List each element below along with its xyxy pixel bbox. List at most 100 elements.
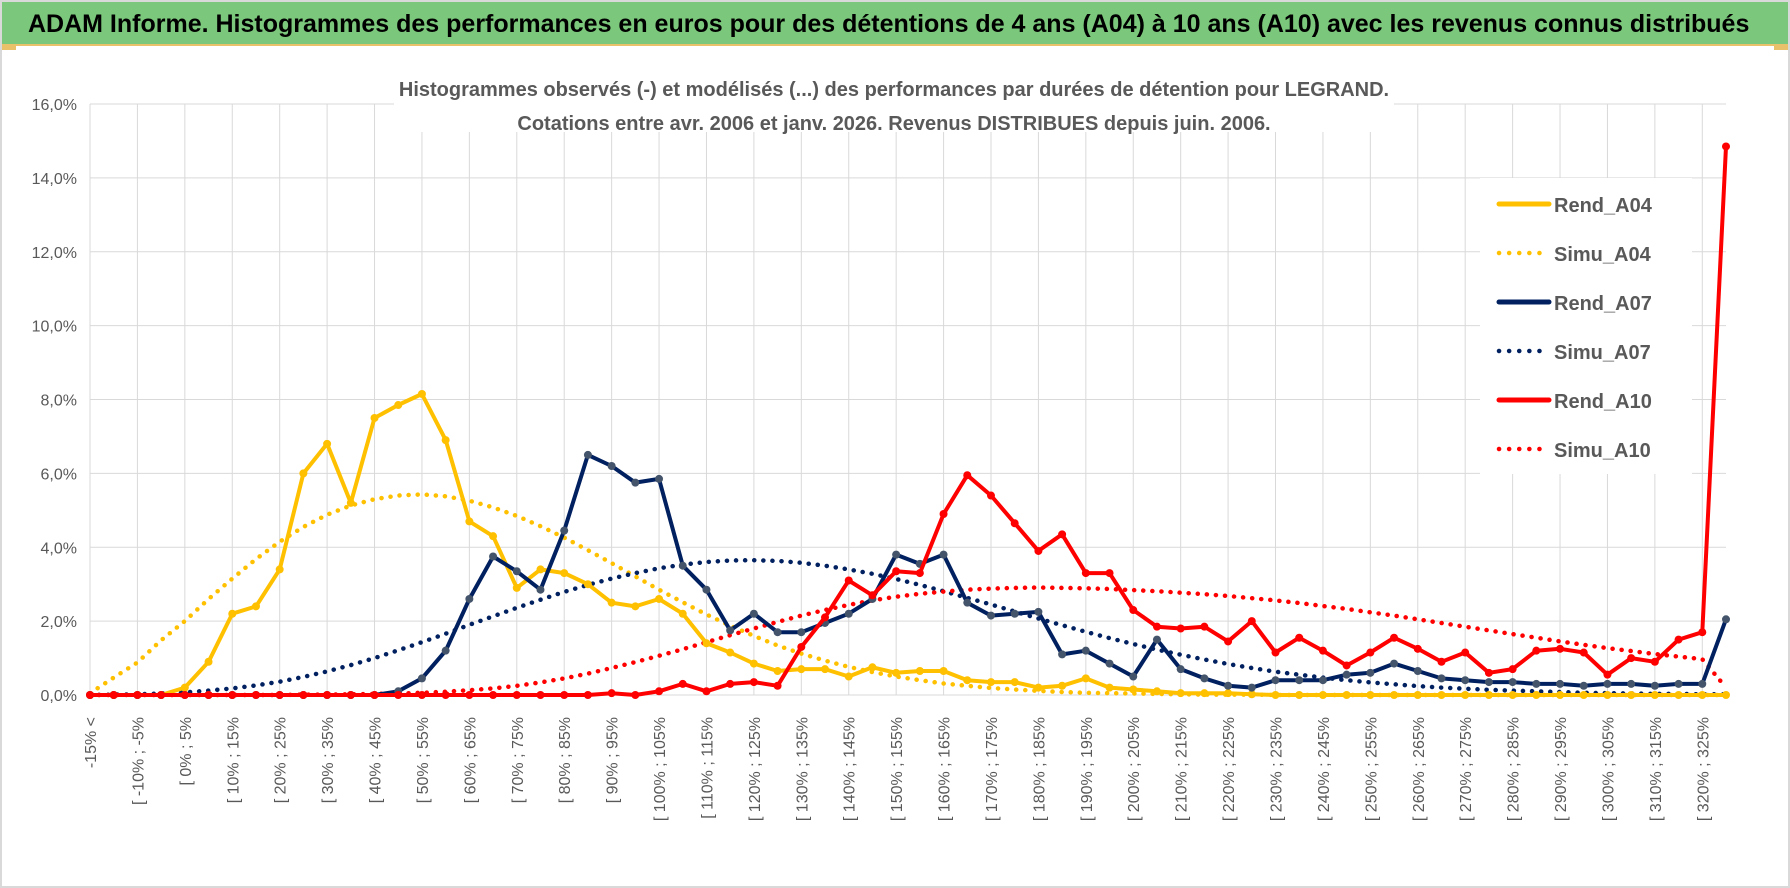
data-point bbox=[299, 691, 308, 699]
x-tick-label: [ 20% ; 25% bbox=[273, 717, 290, 803]
data-point bbox=[844, 672, 853, 681]
data-point bbox=[1437, 674, 1446, 683]
legend-label: Simu_A04 bbox=[1554, 244, 1652, 266]
data-point bbox=[1247, 683, 1256, 692]
legend-label: Simu_A10 bbox=[1554, 440, 1651, 462]
data-point bbox=[275, 565, 284, 574]
legend-item: Rend_A04 bbox=[1496, 195, 1653, 217]
data-point bbox=[1295, 676, 1304, 685]
x-tick-label: [ 320% ; 325% bbox=[1695, 717, 1712, 821]
data-point bbox=[1010, 678, 1019, 687]
data-point bbox=[1129, 672, 1138, 681]
header-title: ADAM Informe. Histogrammes des performan… bbox=[2, 2, 1788, 46]
data-point bbox=[1010, 519, 1019, 528]
data-point bbox=[1461, 648, 1470, 657]
data-point bbox=[489, 691, 498, 699]
data-point bbox=[299, 469, 308, 478]
data-point bbox=[180, 683, 189, 692]
data-point bbox=[702, 639, 711, 648]
data-point bbox=[465, 691, 474, 699]
y-tick-label: 0,0% bbox=[41, 688, 77, 705]
data-point bbox=[394, 691, 403, 699]
data-point bbox=[1413, 666, 1422, 675]
series-rend-a10 bbox=[86, 142, 1730, 699]
data-point bbox=[655, 687, 664, 696]
data-point bbox=[1247, 617, 1256, 626]
data-point bbox=[726, 626, 735, 635]
x-tick-label: [ 290% ; 295% bbox=[1553, 717, 1570, 821]
data-point bbox=[560, 526, 569, 535]
data-point bbox=[489, 532, 498, 541]
x-tick-label: [ 220% ; 225% bbox=[1221, 717, 1238, 821]
x-tick-label: [ 200% ; 205% bbox=[1126, 717, 1143, 821]
data-point bbox=[489, 552, 498, 561]
data-point bbox=[1461, 691, 1470, 699]
data-point bbox=[1342, 691, 1351, 699]
data-point bbox=[1010, 609, 1019, 618]
data-point bbox=[536, 585, 545, 594]
data-point bbox=[512, 567, 521, 576]
data-point bbox=[1058, 530, 1067, 539]
data-point bbox=[536, 691, 545, 699]
x-tick-label: [ 270% ; 275% bbox=[1458, 717, 1475, 821]
data-point bbox=[1698, 679, 1707, 688]
data-point bbox=[1081, 646, 1090, 655]
data-point bbox=[1058, 681, 1067, 690]
chart-title: Histogrammes observés (-) et modélisés (… bbox=[399, 79, 1389, 101]
data-point bbox=[1176, 624, 1185, 633]
data-point bbox=[346, 691, 355, 699]
data-point bbox=[1722, 615, 1730, 624]
data-point bbox=[512, 583, 521, 592]
data-point bbox=[915, 569, 924, 578]
data-point bbox=[655, 474, 664, 483]
data-point bbox=[1318, 646, 1327, 655]
data-point bbox=[678, 679, 687, 688]
x-tick-label: [ 70% ; 75% bbox=[510, 717, 527, 803]
y-tick-label: 8,0% bbox=[41, 393, 77, 410]
data-point bbox=[915, 666, 924, 675]
data-point bbox=[868, 663, 877, 672]
data-point bbox=[1176, 665, 1185, 674]
x-tick-label: [ 120% ; 125% bbox=[747, 717, 764, 821]
data-point bbox=[1034, 607, 1043, 616]
data-point bbox=[702, 687, 711, 696]
y-tick-label: 2,0% bbox=[41, 614, 77, 631]
data-point bbox=[702, 585, 711, 594]
x-tick-label: [ 150% ; 155% bbox=[889, 717, 906, 821]
x-tick-label: [ 180% ; 185% bbox=[1031, 717, 1048, 821]
data-point bbox=[1437, 657, 1446, 666]
series-rend-a07 bbox=[86, 450, 1730, 699]
data-point bbox=[821, 665, 830, 674]
x-tick-label: [ 160% ; 165% bbox=[937, 717, 954, 821]
data-point bbox=[939, 550, 948, 559]
data-point bbox=[228, 609, 237, 618]
data-point bbox=[1579, 681, 1588, 690]
data-point bbox=[1650, 657, 1659, 666]
chart-titles: Histogrammes observés (-) et modélisés (… bbox=[394, 70, 1394, 135]
data-point bbox=[1484, 691, 1493, 699]
data-point bbox=[417, 389, 426, 398]
data-point bbox=[1674, 679, 1683, 688]
data-point bbox=[1627, 691, 1636, 699]
data-point bbox=[583, 691, 592, 699]
data-point bbox=[1650, 691, 1659, 699]
data-point bbox=[1318, 676, 1327, 685]
data-point bbox=[1224, 681, 1233, 690]
data-point bbox=[1698, 628, 1707, 637]
data-point bbox=[1674, 691, 1683, 699]
gridlines bbox=[89, 103, 1726, 696]
x-tick-label: [ 140% ; 145% bbox=[842, 717, 859, 821]
data-point bbox=[441, 646, 450, 655]
data-point bbox=[512, 691, 521, 699]
data-point bbox=[1200, 674, 1209, 683]
data-point bbox=[417, 674, 426, 683]
data-point bbox=[417, 691, 426, 699]
data-point bbox=[678, 609, 687, 618]
legend-label: Simu_A07 bbox=[1554, 342, 1651, 364]
data-point bbox=[1152, 635, 1161, 644]
header-corner-right bbox=[1774, 46, 1788, 50]
data-point bbox=[1556, 644, 1565, 653]
data-point bbox=[323, 439, 332, 448]
data-point bbox=[939, 666, 948, 675]
